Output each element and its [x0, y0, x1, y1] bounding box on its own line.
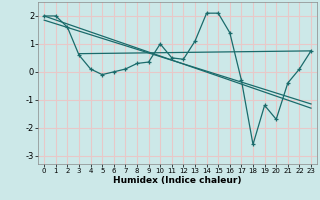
X-axis label: Humidex (Indice chaleur): Humidex (Indice chaleur)	[113, 176, 242, 185]
